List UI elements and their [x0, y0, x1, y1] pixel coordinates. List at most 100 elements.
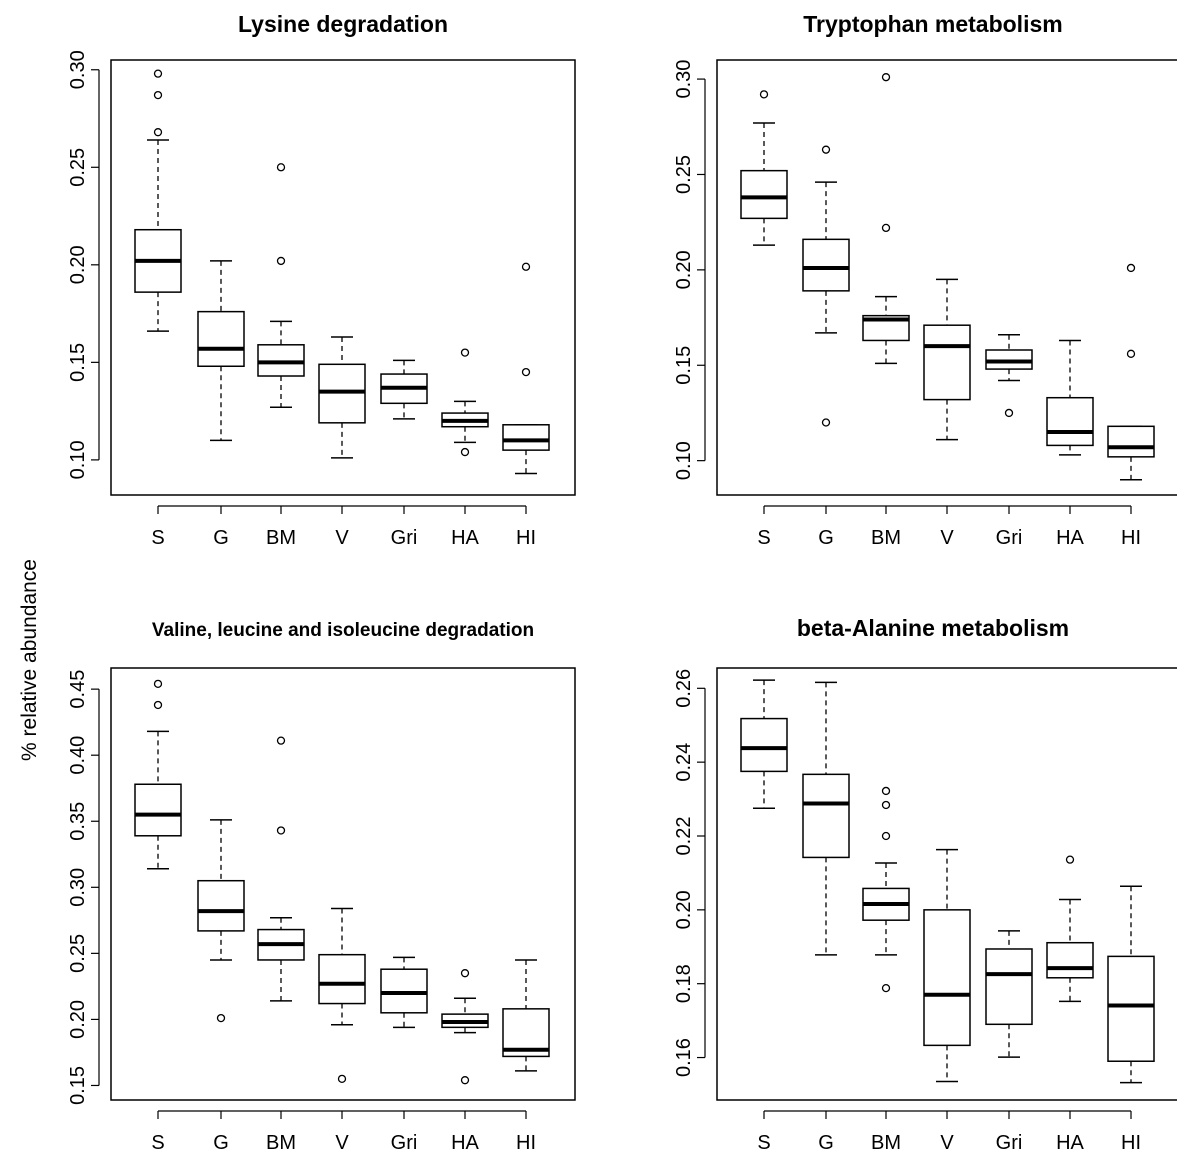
y-tick-label: 0.20: [673, 250, 695, 289]
x-tick-label: S: [151, 527, 164, 549]
plot-frame: [110, 59, 576, 496]
box-S: [134, 69, 182, 332]
box-HA: [441, 969, 489, 1085]
box-S: [134, 679, 182, 870]
outlier-point: [276, 736, 286, 745]
x-tick-label: V: [940, 1132, 954, 1154]
box-G: [197, 260, 245, 442]
iqr-box: [197, 879, 245, 932]
outlier-point: [153, 90, 163, 100]
iqr-box: [502, 424, 550, 451]
x-tick-label: Gri: [996, 1132, 1023, 1154]
panel-4: beta-Alanine metabolism 0.16 0.18 0.20 0.22 0…: [673, 615, 1177, 1154]
y-tick-label: 0.15: [67, 1066, 89, 1105]
iqr-box: [802, 773, 850, 859]
x-tick-label: HA: [451, 527, 479, 549]
iqr-box: [318, 953, 366, 1005]
box-Gri: [380, 956, 428, 1029]
box-HA: [1046, 339, 1094, 456]
panel-title: Lysine degradation: [238, 11, 448, 37]
box-G: [802, 145, 850, 427]
outlier-point: [521, 367, 531, 377]
y-tick-label: 0.25: [673, 155, 695, 194]
outlier-point: [1065, 855, 1075, 864]
iqr-box: [134, 783, 182, 837]
x-tick-label: BM: [266, 1132, 296, 1154]
x-tick-label: BM: [871, 1132, 901, 1154]
y-tick-label: 0.18: [673, 964, 695, 1003]
iqr-box: [985, 948, 1033, 1026]
box-HI: [1107, 885, 1155, 1084]
y-tick-label: 0.10: [673, 441, 695, 480]
iqr-box: [1107, 955, 1155, 1062]
y-tick-label: 0.30: [673, 60, 695, 99]
panel-3: Valine, leucine and isoleucine degradati…: [67, 620, 576, 1154]
y-tick-label: 0.25: [67, 148, 89, 187]
plot-frame: [716, 59, 1177, 496]
plot-frame: [110, 667, 576, 1101]
box-S: [740, 679, 788, 810]
outlier-point: [276, 826, 286, 835]
x-tick-label: HI: [516, 527, 536, 549]
y-tick-label: 0.22: [673, 817, 695, 856]
outlier-point: [1126, 263, 1136, 273]
y-tick-label: 0.20: [673, 890, 695, 929]
x-tick-label: BM: [871, 527, 901, 549]
iqr-box: [197, 310, 245, 368]
y-tick-label: 0.25: [67, 934, 89, 973]
panel-2: Tryptophan metabolism 0.10 0.15 0.20 0.25 0.3…: [673, 11, 1177, 549]
x-tick-label: HI: [516, 1132, 536, 1154]
outlier-point: [216, 1013, 226, 1023]
plot-frame: [716, 667, 1177, 1101]
outlier-point: [337, 1074, 347, 1084]
outlier-point: [881, 983, 891, 993]
outlier-point: [881, 786, 891, 796]
y-tick-label: 0.35: [67, 802, 89, 841]
x-tick-label: G: [213, 527, 229, 549]
x-tick-label: V: [940, 527, 954, 549]
x-tick-label: S: [151, 1132, 164, 1154]
panel-title: Valine, leucine and isoleucine degradati…: [152, 620, 534, 641]
outlier-point: [153, 700, 163, 710]
box-BM: [257, 163, 305, 408]
y-tick-label: 0.30: [67, 868, 89, 907]
iqr-box: [1107, 425, 1155, 458]
x-tick-label: Gri: [391, 527, 418, 549]
box-S: [740, 90, 788, 246]
box-V: [923, 848, 971, 1083]
panel-title: Tryptophan metabolism: [803, 11, 1062, 37]
outlier-point: [153, 679, 163, 689]
outlier-point: [460, 1076, 470, 1085]
panel-title: beta-Alanine metabolism: [797, 615, 1069, 641]
y-tick-label: 0.20: [67, 1000, 89, 1039]
iqr-box: [740, 717, 788, 773]
outlier-point: [821, 145, 831, 154]
x-tick-label: HA: [451, 1132, 479, 1154]
outlier-point: [460, 447, 470, 457]
x-tick-label: HI: [1121, 527, 1141, 549]
outlier-point: [460, 969, 470, 978]
box-BM: [257, 736, 305, 1002]
box-V: [318, 907, 366, 1084]
iqr-box: [1046, 396, 1094, 447]
outlier-point: [460, 348, 470, 357]
outlier-point: [276, 256, 286, 266]
box-Gri: [380, 359, 428, 420]
x-tick-label: V: [335, 1132, 349, 1154]
box-HI: [502, 959, 550, 1072]
x-tick-label: HA: [1056, 1132, 1084, 1154]
x-tick-label: BM: [266, 527, 296, 549]
iqr-box: [802, 238, 850, 292]
outlier-point: [276, 163, 286, 172]
x-tick-label: Gri: [391, 1132, 418, 1154]
y-tick-label: 0.40: [67, 736, 89, 775]
y-tick-label: 0.16: [673, 1038, 695, 1077]
x-tick-label: Gri: [996, 527, 1023, 549]
x-tick-label: S: [757, 527, 770, 549]
outlier-point: [821, 418, 831, 427]
y-tick-label: 0.30: [67, 50, 89, 89]
box-Gri: [985, 930, 1033, 1058]
box-HI: [502, 262, 550, 475]
outlier-point: [881, 223, 891, 233]
